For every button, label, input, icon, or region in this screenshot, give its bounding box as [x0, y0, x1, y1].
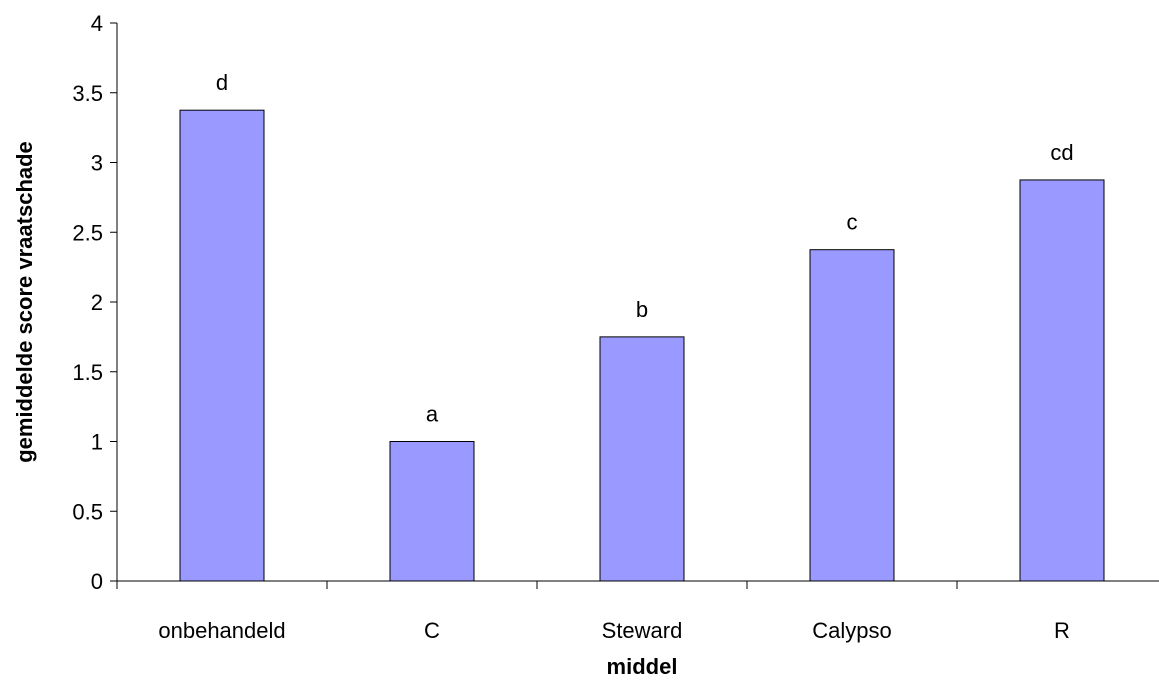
bar [389, 441, 475, 582]
y-tick-label: 0.5 [72, 499, 103, 524]
x-tick-label: C [424, 618, 440, 643]
x-axis: onbehandeld C Steward Calypso R [116, 580, 1159, 643]
y-tick-label: 1 [91, 430, 103, 455]
bars [179, 109, 1105, 582]
y-axis: 0 0.5 1 1.5 2 2.5 3 3.5 4 [72, 11, 118, 594]
y-tick-label: 3.5 [72, 81, 103, 106]
y-tick-label: 3 [91, 151, 103, 176]
bar-data-label: b [636, 297, 648, 322]
x-tick-label: R [1054, 618, 1070, 643]
x-tick-label: onbehandeld [158, 618, 285, 643]
bar-data-label: cd [1050, 140, 1073, 165]
x-tick-label: Steward [602, 618, 683, 643]
bar-data-label: c [847, 210, 858, 235]
bar [809, 249, 895, 582]
x-tick-label: Calypso [812, 618, 891, 643]
y-tick-label: 1.5 [72, 360, 103, 385]
bar [179, 109, 265, 582]
x-axis-title: middel [607, 654, 678, 679]
bar-labels: d a b c cd [216, 70, 1074, 426]
bar [599, 336, 685, 582]
y-axis-title: gemiddelde score vraatschade [12, 141, 37, 463]
bar [1019, 179, 1105, 582]
y-tick-label: 2 [91, 290, 103, 315]
y-tick-label: 4 [91, 11, 103, 36]
y-tick-label: 0 [91, 569, 103, 594]
y-tick-label: 2.5 [72, 220, 103, 245]
bar-data-label: d [216, 70, 228, 95]
bar-data-label: a [426, 402, 439, 427]
